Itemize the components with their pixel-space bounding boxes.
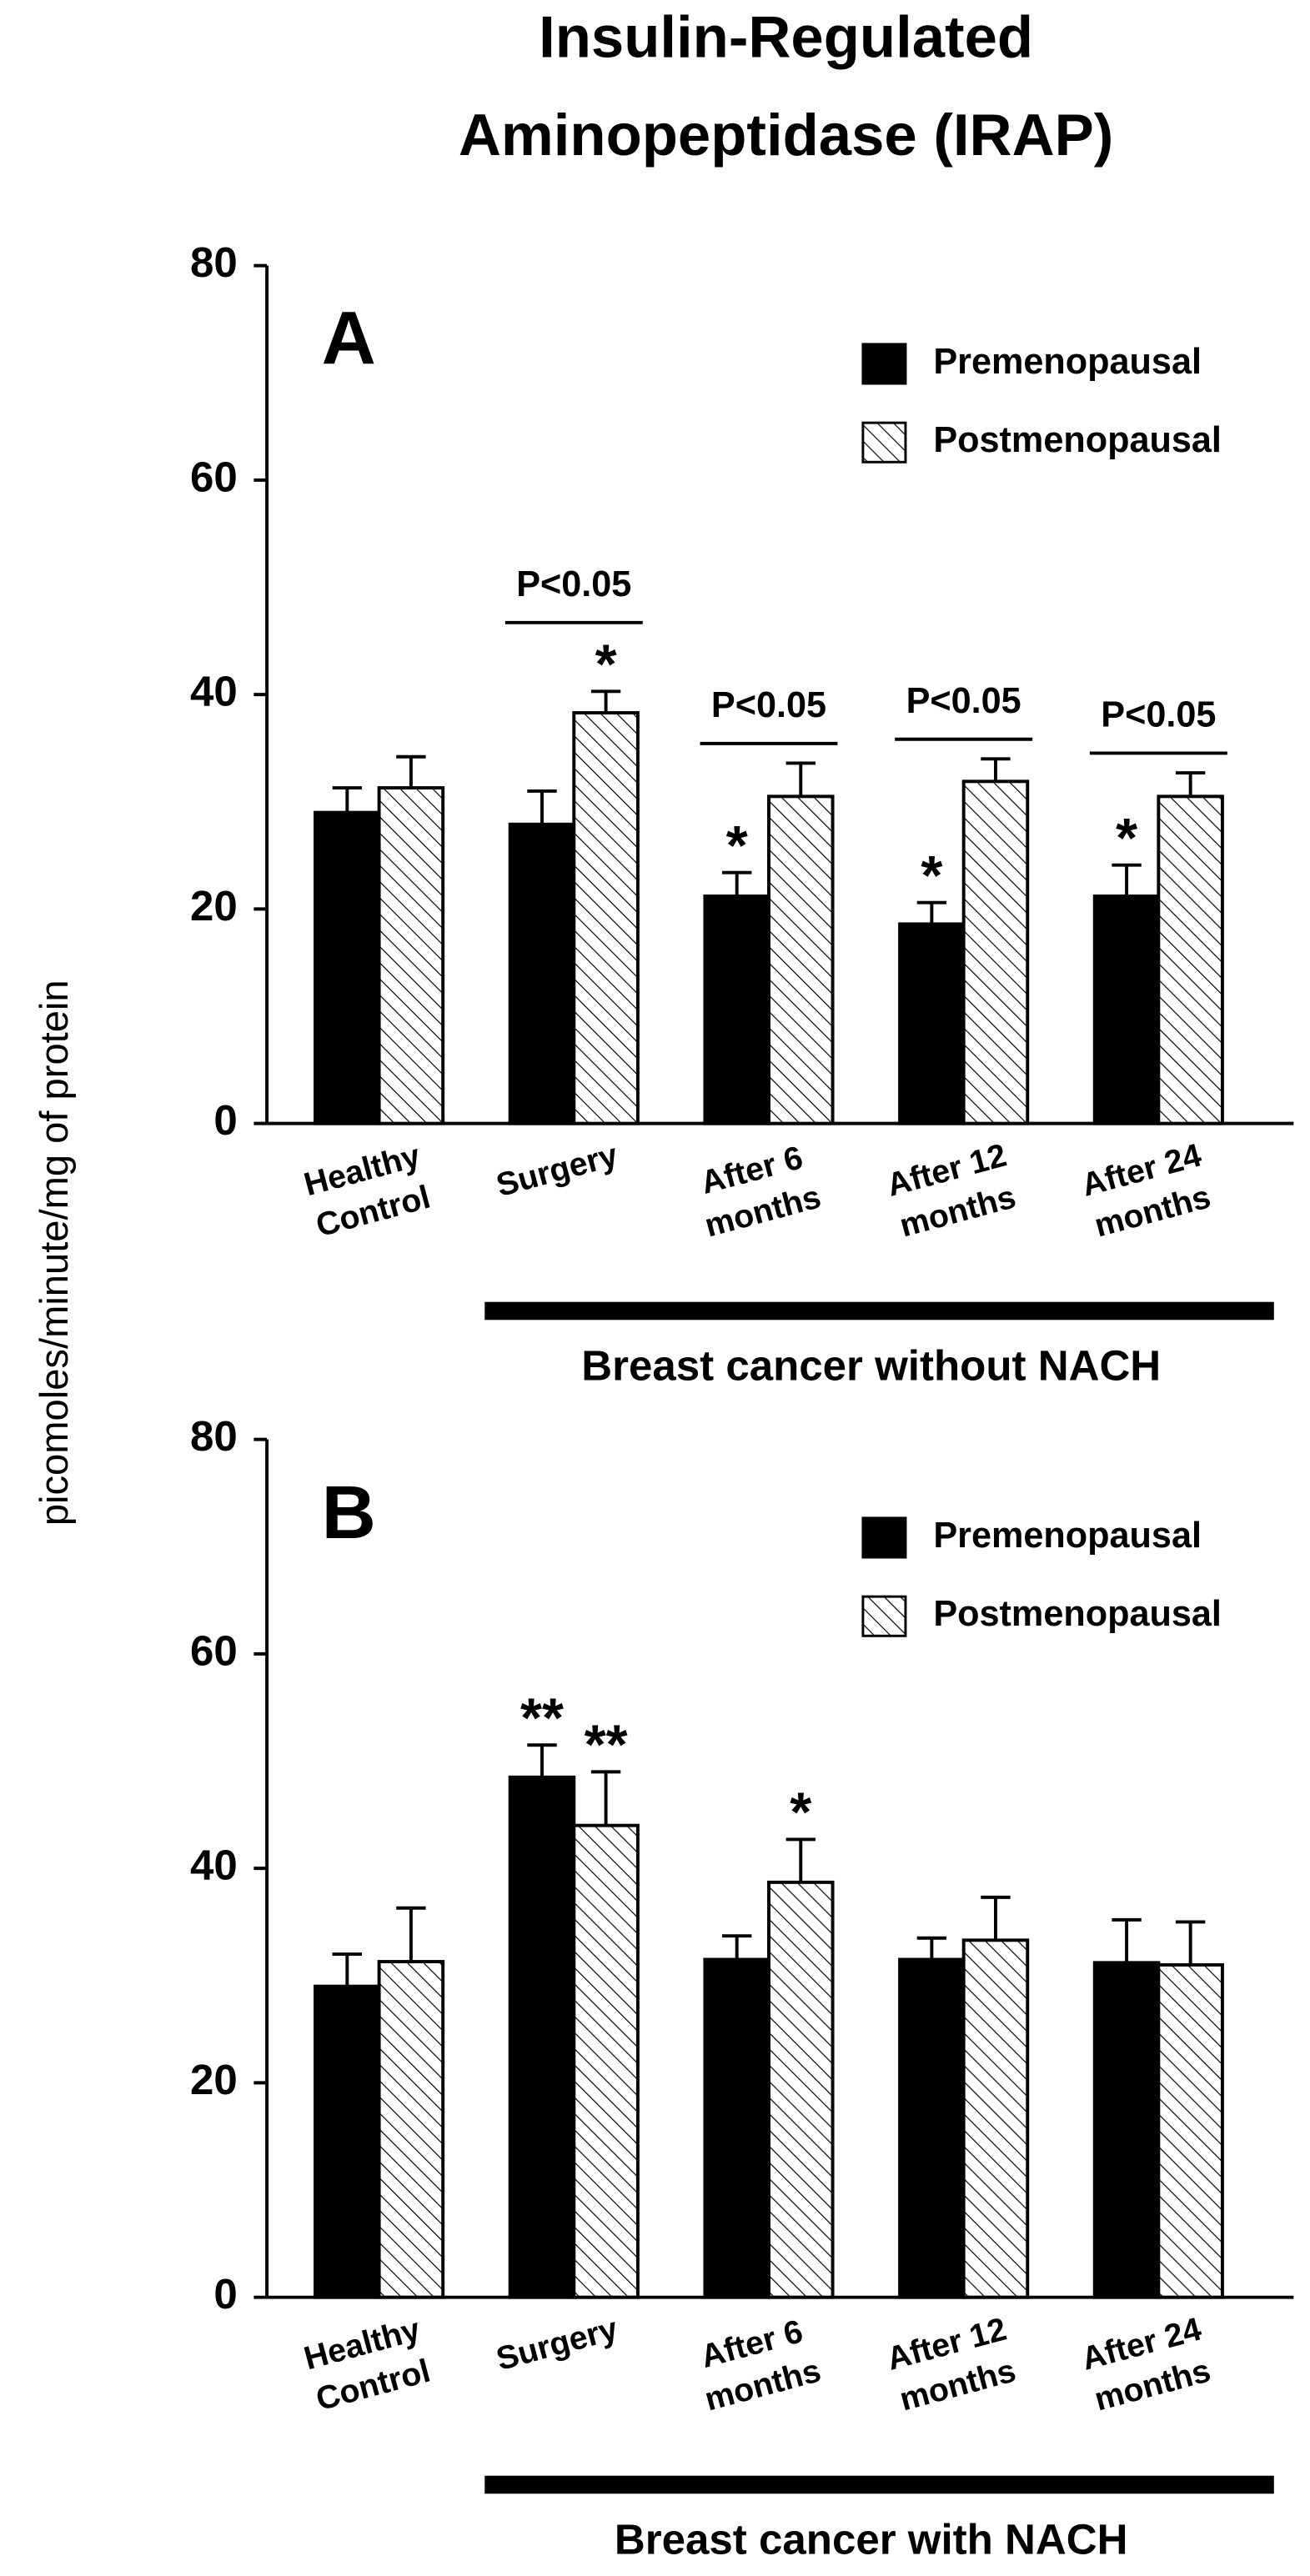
significance-marker: * [1116, 808, 1137, 870]
bar [1092, 894, 1161, 1125]
bar [377, 1960, 445, 2299]
group-label: Breast cancer without NACH [581, 1342, 1161, 1390]
legend-swatch [861, 1516, 907, 1559]
y-tick-label: 0 [213, 1096, 237, 1144]
bar [703, 1957, 770, 2299]
bar [898, 1957, 966, 2299]
panel-letter: A [322, 297, 376, 381]
bar [377, 786, 445, 1125]
legend-swatch [861, 1595, 907, 1637]
bar [703, 894, 770, 1125]
comparison-label: P<0.05 [1101, 695, 1216, 735]
bar [508, 1775, 576, 2299]
bar [572, 711, 640, 1125]
bar [572, 1823, 640, 2299]
y-tick-label: 40 [190, 1842, 238, 1889]
legend-swatch [861, 343, 907, 385]
significance-marker: * [726, 815, 748, 877]
significance-marker: * [790, 1782, 811, 1844]
significance-marker: ** [585, 1715, 628, 1777]
x-tick-label: After 24months [1078, 1137, 1217, 1245]
bar [961, 779, 1030, 1125]
legend-label: Postmenopausal [933, 420, 1222, 460]
legend-swatch [861, 421, 907, 464]
title-line: Aminopeptidase (IRAP) [459, 102, 1113, 168]
bar [314, 1984, 381, 2299]
group-bar [484, 1301, 1274, 1321]
y-tick-label: 60 [190, 453, 238, 500]
x-tick-label: After 6months [690, 2311, 825, 2418]
bar [1092, 1961, 1161, 2299]
bar [508, 822, 576, 1125]
x-tick-label: After 12months [883, 1137, 1021, 1245]
x-tick-label: After 24months [1078, 2311, 1217, 2419]
x-tick-label: Surgery [493, 1137, 622, 1205]
group-label: Breast cancer with NACH [615, 2516, 1128, 2563]
y-tick-label: 20 [190, 2056, 238, 2103]
legend-label: Premenopausal [933, 1516, 1202, 1556]
y-tick-label: 0 [213, 2270, 237, 2318]
bar [1157, 794, 1224, 1125]
group-bar [484, 2475, 1274, 2494]
comparison-label: P<0.05 [906, 681, 1021, 721]
comparison-label: P<0.05 [711, 685, 826, 725]
comparison-label: P<0.05 [516, 564, 631, 604]
y-tick-label: 20 [190, 882, 238, 930]
significance-marker: ** [520, 1687, 564, 1749]
x-tick-label: After 6months [690, 1137, 825, 1245]
title-line: Insulin-Regulated [539, 3, 1033, 69]
bar [1157, 1962, 1224, 2299]
y-tick-label: 60 [190, 1626, 238, 1674]
bar [767, 1880, 835, 2299]
bar [898, 922, 966, 1125]
x-tick-label: HealthyControl [300, 2311, 435, 2418]
legend-label: Premenopausal [933, 342, 1202, 382]
y-axis-label: picomoles/minute/mg of protein [32, 980, 76, 1526]
y-tick-label: 40 [190, 668, 238, 715]
x-tick-label: After 12months [883, 2311, 1021, 2419]
legend-label: Postmenopausal [933, 1594, 1222, 1634]
x-tick-label: HealthyControl [300, 1137, 435, 1245]
y-tick-label: 80 [190, 1412, 238, 1460]
panel-letter: B [322, 1471, 376, 1555]
x-tick-label: Surgery [493, 2311, 622, 2378]
bar [961, 1938, 1030, 2299]
significance-marker: * [921, 845, 942, 907]
y-tick-label: 80 [190, 238, 238, 286]
bar [314, 810, 381, 1125]
bar [767, 794, 835, 1125]
significance-marker: * [595, 634, 617, 695]
